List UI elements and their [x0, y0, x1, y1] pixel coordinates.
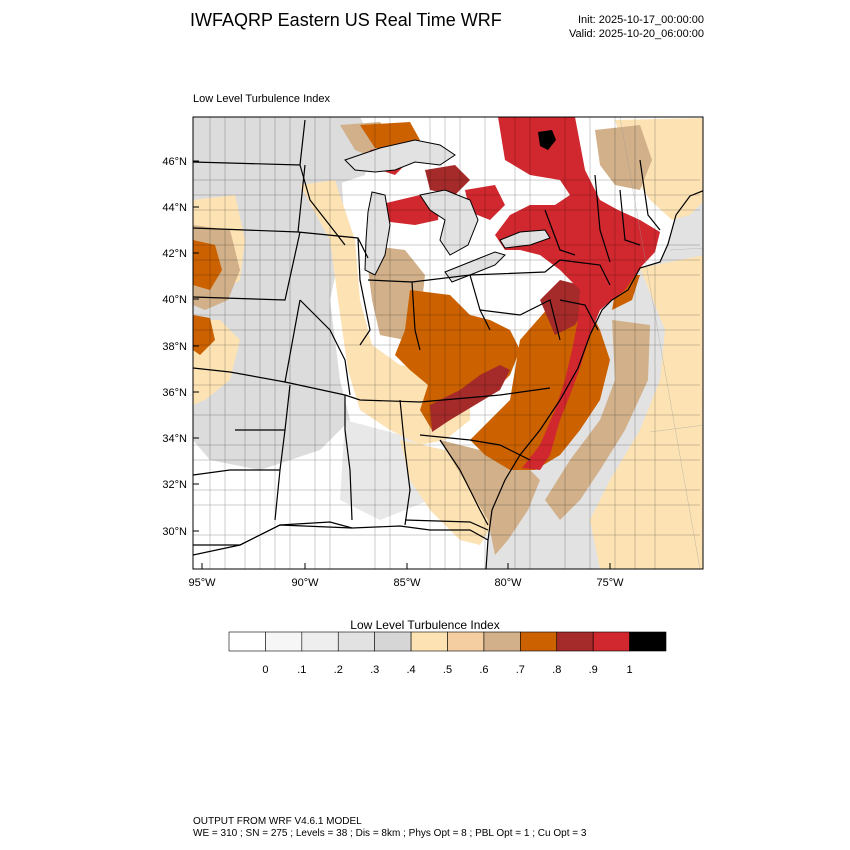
lat-tick-label: 30°N: [162, 526, 187, 538]
valid-time: Valid: 2025-10-20_06:00:00: [569, 28, 704, 40]
lake-ontario: [499, 229, 551, 249]
colorbar-swatch: [301, 631, 339, 652]
lat-tick-label: 46°N: [162, 156, 187, 168]
max-value-speck: [538, 130, 556, 150]
colorbar-label: 1: [627, 664, 633, 676]
lon-tick-label: 95°W: [188, 577, 216, 589]
colorbar-swatch: [228, 631, 266, 652]
colorbar-label: .5: [443, 664, 452, 676]
colorbar-swatch: [592, 631, 630, 652]
field-title: Low Level Turbulence Index: [193, 93, 330, 105]
colorbar-label: .8: [552, 664, 561, 676]
main-title: IWFAQRP Eastern US Real Time WRF: [190, 10, 502, 30]
lat-tick-label: 32°N: [162, 479, 187, 491]
colorbar-label: .6: [479, 664, 488, 676]
footer-config: WE = 310 ; SN = 275 ; Levels = 38 ; Dis …: [193, 828, 587, 839]
init-time: Init: 2025-10-17_00:00:00: [578, 14, 704, 26]
lat-tick-label: 44°N: [162, 202, 187, 214]
colorbar-title: Low Level Turbulence Index: [350, 618, 500, 632]
colorbar-swatch: [374, 631, 412, 652]
colorbar-swatch: [520, 631, 558, 652]
colorbar-label: 0: [262, 664, 268, 676]
map-frame: [192, 116, 704, 570]
colorbar-label: .3: [370, 664, 379, 676]
lat-tick-label: 38°N: [162, 341, 187, 353]
colorbar-label: .1: [297, 664, 306, 676]
colorbar-swatch: [556, 631, 594, 652]
lat-tick-label: 36°N: [162, 387, 187, 399]
graticule: [619, 117, 703, 569]
lon-tick-label: 90°W: [291, 577, 319, 589]
map-area: [193, 117, 703, 569]
colorbar-swatch: [629, 631, 667, 652]
colorbar-swatch: [337, 631, 375, 652]
colorbar-swatch: [410, 631, 448, 652]
lat-tick-label: 34°N: [162, 433, 187, 445]
county-boundaries: [193, 117, 700, 569]
colorbar-label: .7: [516, 664, 525, 676]
longitude-axis: 95°W 90°W 85°W 80°W 75°W: [188, 563, 624, 589]
colorbar-label: .2: [334, 664, 343, 676]
lake-superior: [344, 139, 456, 173]
brown-red-region: [430, 365, 510, 432]
colorbar-swatch: [265, 631, 303, 652]
footer-model: OUTPUT FROM WRF V4.6.1 MODEL: [193, 816, 362, 827]
lat-tick-label: 42°N: [162, 248, 187, 260]
lon-tick-label: 85°W: [393, 577, 421, 589]
coastline: [485, 190, 703, 569]
lon-tick-label: 75°W: [596, 577, 624, 589]
colorbar-label: .4: [406, 664, 415, 676]
colorbar-label: .9: [589, 664, 598, 676]
colorbar: 0 .1 .2 .3 .4 .5 .6 .7 .8 .9 1: [228, 631, 667, 676]
red-region: [495, 117, 660, 470]
lat-tick-label: 40°N: [162, 294, 187, 306]
colorbar-swatch: [447, 631, 485, 652]
latitude-axis: 46°N 44°N 42°N 40°N 38°N 36°N 34°N 32°N 30°N: [162, 156, 199, 538]
lon-tick-label: 80°W: [494, 577, 522, 589]
colorbar-swatch: [483, 631, 521, 652]
